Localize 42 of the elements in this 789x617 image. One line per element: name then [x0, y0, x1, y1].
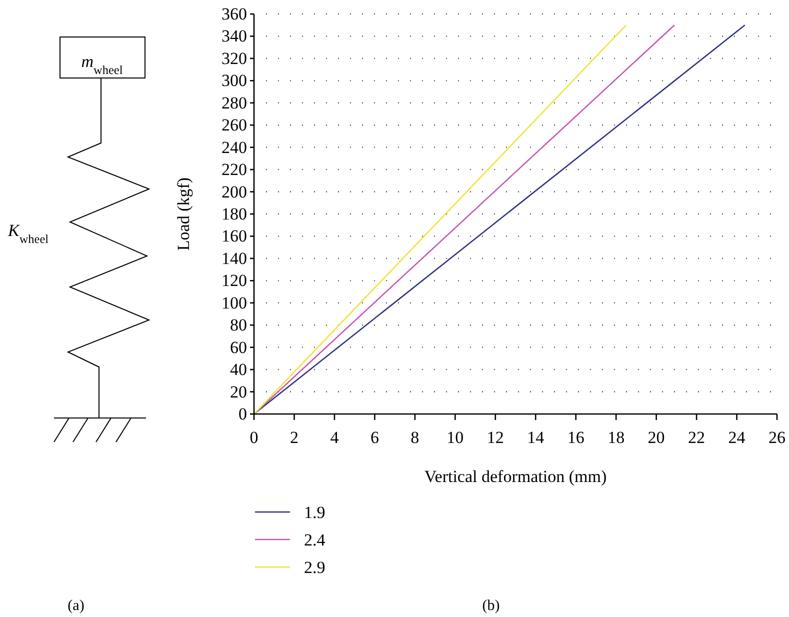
text: m$_{wheel}$	[81, 52, 124, 77]
y-tick-label: 40	[230, 360, 247, 380]
x-tick-label: 0	[250, 428, 258, 447]
y-tick-label: 100	[222, 293, 247, 312]
x-tick-label: 10	[446, 428, 464, 447]
y-tick-label: 160	[222, 226, 247, 246]
x-tick-label: 12	[486, 428, 504, 447]
x-tick-label: 24	[728, 428, 746, 447]
text: (a)	[68, 598, 84, 614]
y-axis-title: Load (kgf)	[174, 177, 193, 251]
text: (b)	[482, 598, 500, 614]
y-tick-label: 340	[222, 26, 247, 46]
y-tick-label: 120	[222, 271, 247, 290]
x-tick-label: 4	[330, 428, 340, 447]
legend-label: 1.9	[304, 503, 326, 522]
text: K$_{wheel}$	[7, 221, 50, 246]
y-tick-label: 240	[222, 138, 247, 157]
legend-label: 2.4	[304, 530, 326, 550]
y-tick-label: 300	[222, 71, 247, 90]
y-tick-label: 200	[222, 182, 247, 202]
x-axis-title: Vertical deformation (mm)	[424, 467, 607, 486]
x-tick-label: 14	[527, 428, 545, 447]
x-tick-label: 6	[370, 428, 379, 447]
x-tick-label: 8	[410, 428, 420, 447]
x-tick-label: 16	[567, 428, 584, 447]
y-tick-label: 0	[238, 404, 247, 424]
x-tick-label: 2	[290, 428, 298, 447]
y-tick-label: 60	[230, 338, 247, 357]
y-tick-label: 320	[222, 48, 247, 68]
legend-label: 2.9	[304, 558, 326, 577]
x-tick-label: 18	[608, 428, 625, 447]
y-tick-label: 80	[230, 316, 247, 335]
x-tick-label: 22	[688, 428, 706, 447]
x-tick-label: 20	[648, 428, 665, 447]
y-tick-label: 260	[222, 116, 247, 135]
y-tick-label: 220	[222, 160, 247, 180]
y-tick-label: 280	[222, 93, 247, 112]
y-tick-label: 20	[230, 382, 247, 402]
y-tick-label: 180	[222, 204, 247, 224]
y-tick-label: 360	[222, 4, 247, 24]
y-tick-label: 140	[222, 248, 247, 268]
x-tick-label: 26	[768, 428, 786, 447]
